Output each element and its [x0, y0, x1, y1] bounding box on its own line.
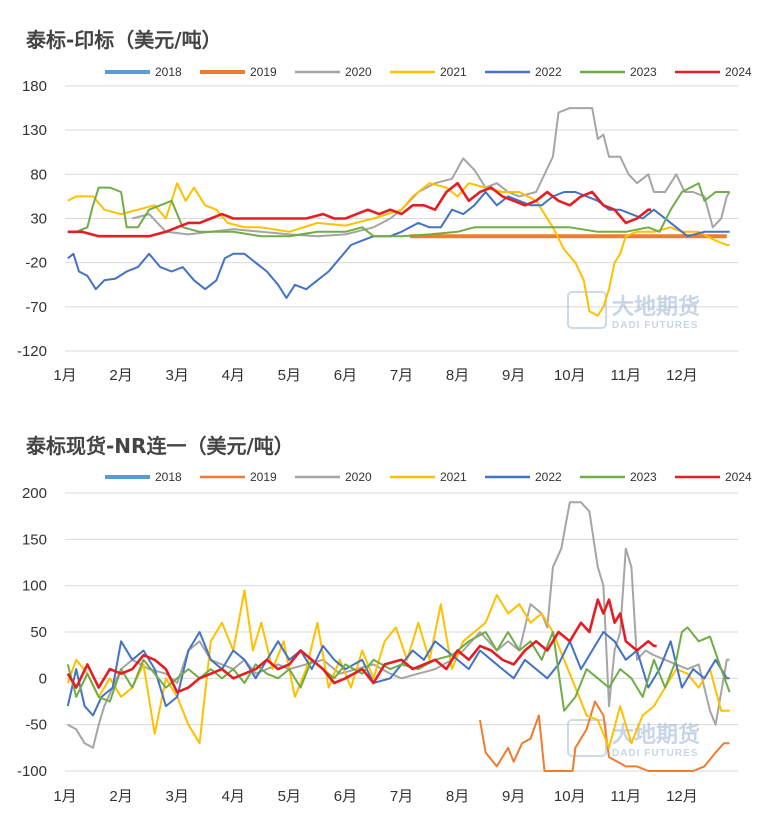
- series-line-2021: [67, 182, 730, 317]
- legend-label-2023: 2023: [630, 470, 657, 484]
- y-tick-label: 150: [22, 531, 47, 548]
- legend-label-2024: 2024: [725, 470, 752, 484]
- series-line-2024: [66, 598, 657, 694]
- series-line-2023: [67, 182, 730, 238]
- legend-label-2021: 2021: [440, 65, 467, 79]
- x-tick-label: 2月: [109, 367, 132, 384]
- y-tick-label: 200: [22, 485, 47, 502]
- series-line-2022: [67, 191, 730, 299]
- x-tick-label: 10月: [554, 788, 586, 805]
- y-tick-label: 100: [22, 578, 47, 595]
- chart-2-spot-vs-nr: 200 150 100 50 0 -50 -100 1月 2月 3月 4月 5月 6月 7月 8月 9月 10月…: [17, 470, 752, 805]
- legend-label-2022: 2022: [535, 470, 562, 484]
- y-tick-label: -50: [25, 717, 47, 734]
- legend-label-2019: 2019: [250, 65, 277, 79]
- y-tick-label: -70: [25, 299, 47, 316]
- x-tick-label: 10月: [554, 367, 586, 384]
- x-tick-label: 2月: [109, 788, 132, 805]
- y-tick-label: 80: [30, 166, 47, 183]
- y-tick-label: 180: [22, 78, 47, 95]
- x-tick-label: 12月: [666, 367, 698, 384]
- x-tick-label: 8月: [446, 788, 469, 805]
- svg-text:DADI FUTURES: DADI FUTURES: [612, 748, 698, 759]
- legend-label-2018: 2018: [155, 470, 182, 484]
- x-tick-label: 12月: [666, 788, 698, 805]
- x-tick-label: 7月: [390, 788, 413, 805]
- y-tick-label: 130: [22, 122, 47, 139]
- x-tick-label: 3月: [165, 367, 188, 384]
- svg-text:大地期货: 大地期货: [612, 294, 700, 320]
- legend-label-2022: 2022: [535, 65, 562, 79]
- x-tick-label: 3月: [165, 788, 188, 805]
- chart-2-title: 泰标现货-NR连一（美元/吨）: [26, 434, 294, 458]
- y-tick-label: -20: [25, 255, 47, 272]
- legend-label-2020: 2020: [345, 65, 372, 79]
- x-tick-label: 9月: [502, 367, 525, 384]
- y-tick-label: -100: [17, 763, 47, 780]
- x-tick-label: 4月: [222, 788, 245, 805]
- legend-label-2021: 2021: [440, 470, 467, 484]
- legend-label-2024: 2024: [725, 65, 752, 79]
- x-tick-label: 9月: [502, 788, 525, 805]
- chart-1-spread-thai-vs-indonesia: 180 130 80 30 -20 -70 -120 1月 2月 3月 4月 5月 6月 7月 8月 9月 10…: [17, 65, 752, 384]
- x-tick-label: 11月: [611, 788, 642, 805]
- svg-text:DADI FUTURES: DADI FUTURES: [612, 320, 698, 331]
- legend-label-2020: 2020: [345, 470, 372, 484]
- y-tick-label: 0: [39, 670, 47, 687]
- x-tick-label: 1月: [53, 367, 76, 384]
- x-tick-label: 1月: [53, 788, 76, 805]
- y-tick-label: 50: [30, 624, 47, 641]
- x-tick-label: 4月: [222, 367, 245, 384]
- legend-label-2018: 2018: [155, 65, 182, 79]
- chart-1-title: 泰标-印标（美元/吨）: [26, 28, 222, 52]
- x-tick-label: 5月: [278, 788, 301, 805]
- x-tick-label: 6月: [334, 367, 357, 384]
- x-tick-label: 8月: [446, 367, 469, 384]
- legend-label-2023: 2023: [630, 65, 657, 79]
- x-tick-label: 6月: [334, 788, 357, 805]
- y-tick-label: 30: [30, 211, 47, 228]
- legend-label-2019: 2019: [250, 470, 277, 484]
- x-tick-label: 5月: [278, 367, 301, 384]
- series-line-2024: [67, 181, 652, 238]
- series-line-2019: [479, 700, 730, 772]
- y-tick-label: -120: [17, 343, 47, 360]
- x-tick-label: 11月: [611, 367, 642, 384]
- x-tick-label: 7月: [390, 367, 413, 384]
